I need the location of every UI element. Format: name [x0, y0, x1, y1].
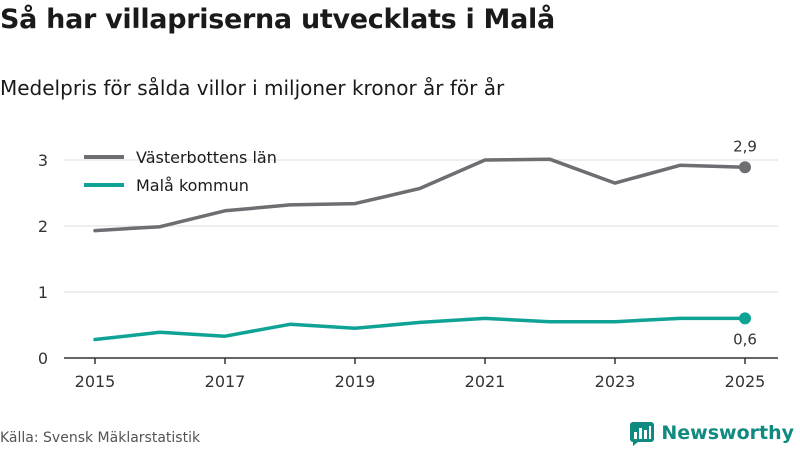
- y-tick-label: 1: [38, 283, 48, 302]
- legend-label-0: Västerbottens län: [136, 148, 277, 167]
- series-line-1: [93, 316, 747, 342]
- x-tick-label: 2017: [205, 372, 246, 391]
- y-tick-label: 0: [38, 349, 48, 368]
- y-tick-label: 3: [38, 151, 48, 170]
- series-end-label-0: 2,9: [733, 137, 757, 155]
- series-end-point-1: [739, 312, 751, 325]
- x-tick-label: 2025: [725, 372, 766, 391]
- y-tick-label: 2: [38, 217, 48, 236]
- x-tick-label: 2015: [75, 372, 116, 391]
- x-tick-label: 2023: [595, 372, 636, 391]
- chart-title: Så har villapriserna utvecklats i Malå: [0, 4, 555, 35]
- source-note: Källa: Svensk Mäklarstatistik: [0, 430, 201, 446]
- x-tick-label: 2021: [465, 372, 506, 391]
- brand-name: Newsworthy: [661, 422, 794, 444]
- brand-logo: Newsworthy: [629, 420, 794, 446]
- legend-label-1: Malå kommun: [136, 176, 249, 195]
- chart-subtitle: Medelpris för sålda villor i miljoner kr…: [0, 76, 505, 100]
- series-end-label-1: 0,6: [733, 330, 757, 348]
- series-line-0: [93, 157, 747, 233]
- series-end-point-0: [739, 161, 751, 174]
- x-tick-label: 2019: [335, 372, 376, 391]
- newsworthy-icon: [630, 422, 655, 446]
